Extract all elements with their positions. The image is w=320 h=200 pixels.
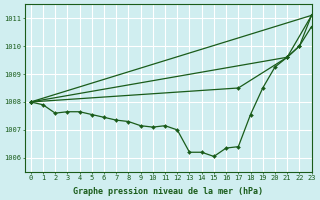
X-axis label: Graphe pression niveau de la mer (hPa): Graphe pression niveau de la mer (hPa) (73, 187, 263, 196)
